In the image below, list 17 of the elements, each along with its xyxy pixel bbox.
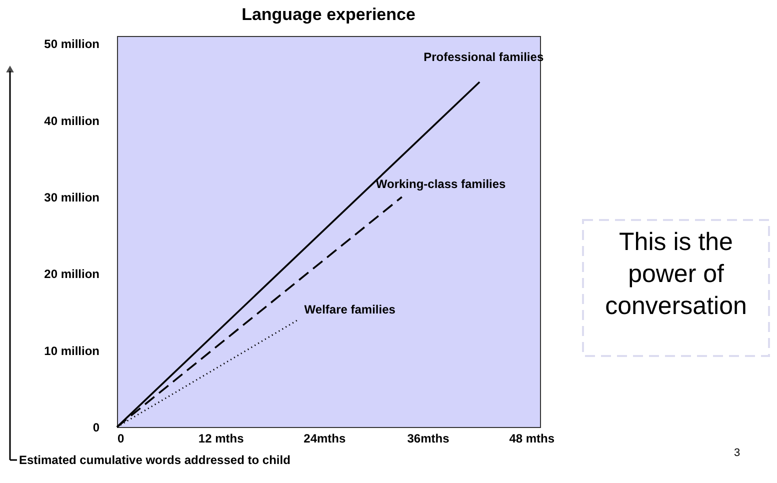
text: 3 [734, 447, 740, 459]
x-tick-label: 12 mths [198, 432, 244, 446]
series-label: Welfare families [304, 302, 396, 317]
text: This is the power of conversation [605, 228, 747, 320]
x-axis-title: Estimated cumulative words addressed to child [19, 453, 290, 467]
x-tick-label: 36mths [407, 432, 450, 446]
x-tick-label: 24mths [304, 432, 346, 446]
y-tick-label: 10 million [44, 344, 100, 358]
y-tick-label: 0 [92, 420, 100, 434]
chart-title: Language experience [242, 5, 416, 24]
series-label: Working-class families [376, 177, 506, 191]
y-tick-label: 30 million [44, 190, 100, 204]
y-tick-label: 20 million [44, 267, 100, 282]
x-tick-label: 0 [118, 432, 124, 446]
y-tick-label: 50 million [44, 37, 100, 52]
x-tick-label: 48 mths [509, 432, 555, 446]
y-tick-label: 40 million [44, 114, 100, 128]
